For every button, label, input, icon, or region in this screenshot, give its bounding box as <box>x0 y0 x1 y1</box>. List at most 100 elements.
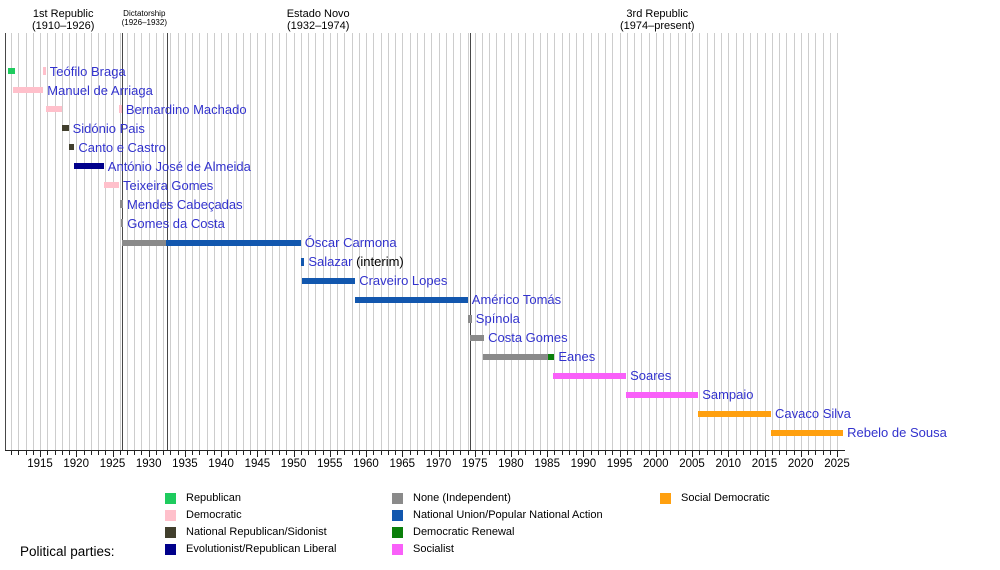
president-label[interactable]: Mendes Cabeçadas <box>127 198 243 211</box>
president-name-link[interactable]: Cavaco Silva <box>775 406 851 422</box>
president-label[interactable]: Teixeira Gomes <box>123 179 213 192</box>
legend-swatch-republican <box>165 493 176 504</box>
term-bar-natunion[interactable] <box>302 277 356 284</box>
term-bar-socialist[interactable] <box>553 372 627 379</box>
president-name-link[interactable]: Rebelo de Sousa <box>847 425 947 441</box>
term-bar-none[interactable] <box>470 334 485 341</box>
president-name-link[interactable]: Soares <box>630 368 672 384</box>
president-name-suffix: (interim) <box>352 254 404 269</box>
term-bar-democratic[interactable] <box>12 87 44 93</box>
term-bar-sidonist[interactable] <box>68 144 75 151</box>
x-axis-minor-tick <box>793 451 795 455</box>
term-bar-democratic[interactable] <box>45 106 62 113</box>
x-axis-minor-tick <box>264 451 266 455</box>
president-name-link[interactable]: Craveiro Lopes <box>359 273 448 289</box>
term-bar-socialist[interactable] <box>626 391 699 398</box>
year-gridline <box>54 33 56 450</box>
term-bar-socdem[interactable] <box>698 410 771 417</box>
term-bar-democratic[interactable] <box>103 182 119 189</box>
x-axis-minor-tick <box>69 451 70 455</box>
x-axis-tick-label: 1970 <box>425 458 452 470</box>
term-bar-sidonist[interactable] <box>61 125 69 132</box>
president-label[interactable]: Spínola <box>476 312 520 325</box>
x-axis-major-tick <box>148 451 150 457</box>
term-bar-none[interactable] <box>483 353 549 360</box>
president-label[interactable]: António José de Almeida <box>108 160 251 173</box>
year-gridline <box>648 33 650 450</box>
term-bar-natunion[interactable] <box>301 257 305 266</box>
president-name-link[interactable]: Eanes <box>558 349 596 365</box>
x-axis-minor-tick <box>518 451 520 455</box>
x-axis-minor-tick <box>496 451 498 455</box>
x-axis-minor-tick <box>612 451 614 455</box>
year-gridline <box>315 33 317 450</box>
year-gridline <box>380 33 382 450</box>
x-axis-major-tick <box>764 451 766 457</box>
president-name-link[interactable]: Salazar <box>308 254 353 269</box>
president-label[interactable]: Salazar (interim) <box>308 255 403 268</box>
term-bar-none[interactable] <box>120 219 124 228</box>
president-label[interactable]: Bernardino Machado <box>126 103 247 116</box>
president-label[interactable]: Cavaco Silva <box>775 407 851 420</box>
president-name-link[interactable]: Spínola <box>475 311 520 327</box>
term-bar-natunion[interactable] <box>355 296 468 303</box>
president-name-link[interactable]: Américo Tomás <box>471 292 562 308</box>
term-bar-democratic[interactable] <box>119 105 122 114</box>
x-axis-tick-label: 2005 <box>679 458 705 470</box>
president-label[interactable]: Américo Tomás <box>472 293 561 306</box>
era-boundary-line <box>469 33 471 450</box>
term-bar-evolutionist[interactable] <box>74 163 104 170</box>
president-name-link[interactable]: Costa Gomes <box>488 330 568 346</box>
president-label[interactable]: Sampaio <box>702 388 753 401</box>
x-axis-minor-tick <box>503 451 505 455</box>
president-name-link[interactable]: Sidónio Pais <box>72 120 145 136</box>
year-gridline <box>322 33 324 450</box>
president-label[interactable]: Manuel de Arriaga <box>47 84 153 97</box>
president-label[interactable]: Canto e Castro <box>78 141 165 154</box>
year-gridline <box>822 33 824 450</box>
president-label[interactable]: Rebelo de Sousa <box>847 426 947 439</box>
president-label[interactable]: Eanes <box>558 350 595 363</box>
president-name-link[interactable]: Teófilo Braga <box>49 63 126 79</box>
x-axis-major-tick <box>257 451 259 457</box>
term-bar-democratic[interactable] <box>42 67 46 75</box>
legend-title: Political parties: <box>20 544 115 559</box>
x-axis-minor-tick <box>344 451 346 455</box>
year-gridline <box>503 33 505 450</box>
year-gridline <box>561 33 563 450</box>
term-bar-none[interactable] <box>468 314 472 323</box>
term-bar-demrenewal[interactable] <box>548 353 555 360</box>
era-years: (1910–1926) <box>31 19 95 32</box>
era-years: (1974–present) <box>619 19 695 32</box>
year-gridline <box>612 33 614 450</box>
president-label[interactable]: Óscar Carmona <box>305 236 397 249</box>
president-label[interactable]: Costa Gomes <box>488 331 567 344</box>
term-bar-natunion[interactable] <box>166 239 301 246</box>
president-name-link[interactable]: Gomes da Costa <box>127 215 225 231</box>
president-label[interactable]: Soares <box>630 369 671 382</box>
x-axis-minor-tick <box>47 451 49 455</box>
term-bar-none[interactable] <box>120 200 123 209</box>
president-name-link[interactable]: António José de Almeida <box>107 158 251 174</box>
president-name-link[interactable]: Canto e Castro <box>78 139 166 155</box>
term-bar-republican[interactable] <box>8 68 16 74</box>
president-label[interactable]: Gomes da Costa <box>127 217 225 230</box>
x-axis-minor-tick <box>634 451 636 455</box>
president-name-link[interactable]: Manuel de Arriaga <box>47 82 153 98</box>
president-label[interactable]: Craveiro Lopes <box>359 274 447 287</box>
president-name-link[interactable]: Óscar Carmona <box>304 235 397 250</box>
x-axis-tick-label: 2010 <box>715 458 742 470</box>
year-gridline <box>25 33 27 450</box>
president-name-link[interactable]: Sampaio <box>702 387 754 403</box>
president-label[interactable]: Sidónio Pais <box>73 122 145 135</box>
president-name-link[interactable]: Mendes Cabeçadas <box>127 196 243 212</box>
x-axis-minor-tick <box>532 451 534 455</box>
year-gridline <box>525 33 527 450</box>
x-axis-minor-tick <box>597 451 599 455</box>
term-bar-none[interactable] <box>122 239 167 246</box>
president-label[interactable]: Teófilo Braga <box>50 65 126 78</box>
president-name-link[interactable]: Bernardino Machado <box>125 101 247 117</box>
term-bar-socdem[interactable] <box>771 429 844 436</box>
president-name-link[interactable]: Teixeira Gomes <box>123 177 214 193</box>
year-gridline <box>532 33 534 450</box>
